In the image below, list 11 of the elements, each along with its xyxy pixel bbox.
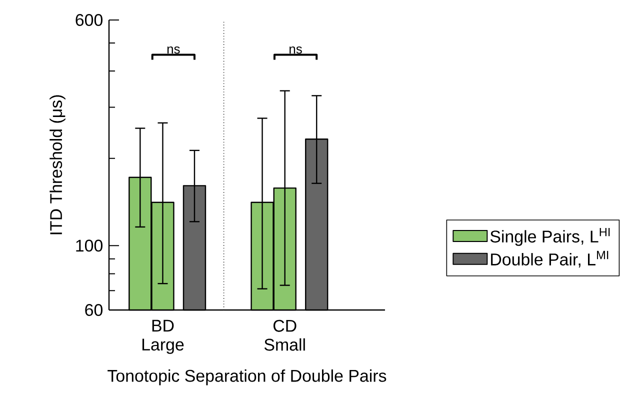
annotation: ns <box>167 46 180 54</box>
legend-label: Double Pair, L$^{MI}$ <box>491 250 608 268</box>
y-axis-title: ITD Threshold (μs) <box>50 95 66 234</box>
y-tick-label: 100 <box>76 240 103 252</box>
annotation: ns <box>290 46 302 54</box>
y-tick-label: 600 <box>76 14 103 26</box>
y-tick-label: 60 <box>85 304 103 316</box>
x-tick-label: BD Large <box>142 320 184 354</box>
legend-label: Single Pairs, L$^{HI}$ <box>490 228 610 246</box>
x-axis-title: Tonotopic Separation of Double Pairs <box>108 369 386 386</box>
x-tick-label: CD Small <box>264 320 305 351</box>
